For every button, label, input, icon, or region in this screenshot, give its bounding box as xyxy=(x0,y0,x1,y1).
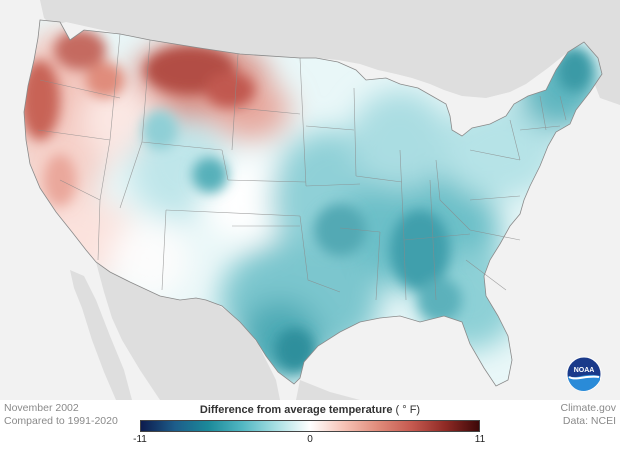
legend-unit: ( ° F) xyxy=(395,404,421,416)
caption-left: November 2002 Compared to 1991-2020 xyxy=(4,402,118,428)
noaa-logo: NOAA xyxy=(566,356,602,397)
canada-landmass xyxy=(40,0,620,105)
baja-california xyxy=(70,270,132,400)
caption-date: November 2002 xyxy=(4,402,79,414)
credit-source: Climate.gov xyxy=(560,402,616,414)
mexico-landmass xyxy=(96,262,280,400)
map-panel: NOAA xyxy=(0,0,620,400)
temperature-anomaly-map xyxy=(23,0,620,400)
credit-data: Data: NCEI xyxy=(562,415,616,427)
us-outline xyxy=(23,19,603,387)
legend-tick-mid: 0 xyxy=(307,434,313,445)
caption-right: Climate.gov Data: NCEI xyxy=(561,402,616,428)
legend-tick-max: 11 xyxy=(474,434,486,445)
legend-title-text: Difference from average temperature xyxy=(199,404,393,416)
mexico-east xyxy=(296,380,360,400)
legend-title: Difference from average temperature ( ° … xyxy=(140,404,480,416)
noaa-logo-text: NOAA xyxy=(574,367,595,374)
legend-tick-min: -11 xyxy=(133,434,147,445)
anomaly-blobs-fine xyxy=(24,30,593,372)
noaa-emblem-icon: NOAA xyxy=(566,356,602,392)
legend-color-bar xyxy=(140,420,480,432)
caption-baseline: Compared to 1991-2020 xyxy=(4,415,118,427)
state-boundaries xyxy=(37,33,567,301)
